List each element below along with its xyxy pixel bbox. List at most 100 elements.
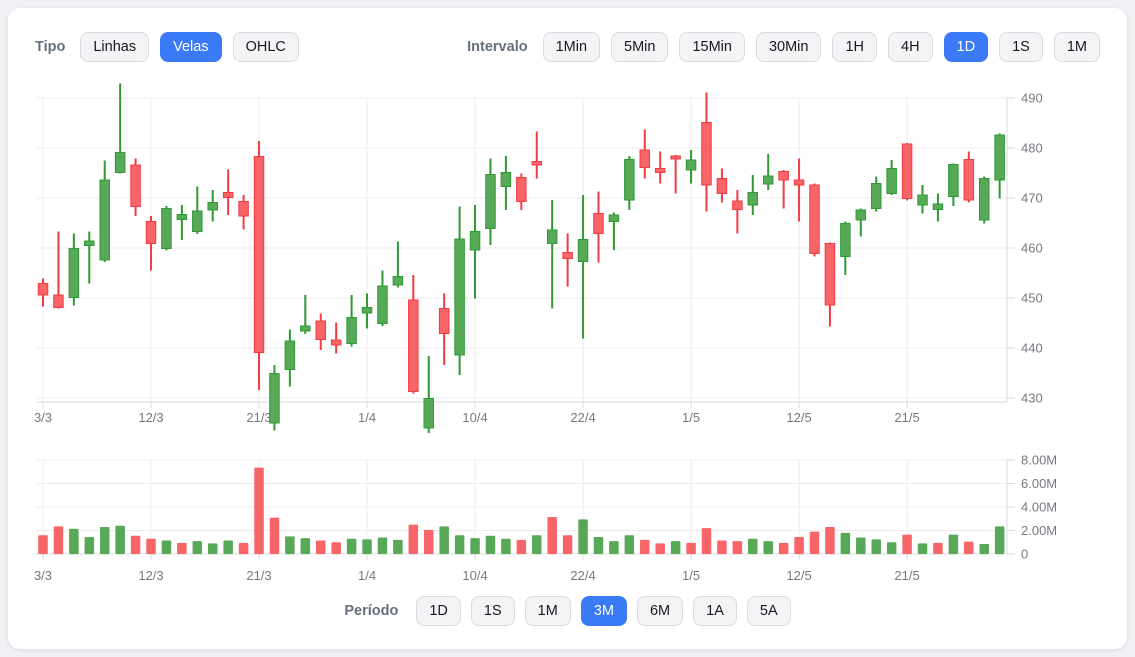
- volume-bar: [701, 528, 712, 554]
- period-button-1s[interactable]: 1S: [470, 596, 515, 626]
- interval-group: Intervalo 1Min 5Min 15Min 30Min 1H 4H 1D 1S 1M: [467, 32, 1100, 62]
- volume-bar: [485, 535, 496, 554]
- volume-bar: [856, 537, 866, 554]
- volume-date-label: 1/4: [358, 568, 376, 583]
- volume-tick-label: 6.00M: [1021, 476, 1057, 491]
- volume-date-label: 1/5: [682, 568, 700, 583]
- candle-body: [99, 179, 110, 261]
- volume-bar: [578, 519, 588, 554]
- candle-body: [670, 155, 681, 160]
- candle-body: [778, 171, 789, 181]
- type-button-ohlc[interactable]: OHLC: [232, 32, 299, 62]
- interval-button-5min[interactable]: 5Min: [611, 32, 669, 62]
- type-button-linhas[interactable]: Linhas: [80, 32, 150, 62]
- candle-body: [315, 320, 326, 340]
- candle-body: [978, 178, 990, 221]
- period-button-1m[interactable]: 1M: [524, 596, 571, 626]
- period-button-3m[interactable]: 3M: [580, 596, 627, 626]
- volume-bar: [223, 540, 233, 554]
- interval-button-1s[interactable]: 1S: [999, 32, 1043, 62]
- candle-body: [253, 156, 265, 353]
- volume-bar: [408, 524, 419, 554]
- candle-body: [963, 159, 975, 201]
- volume-bar: [269, 517, 280, 554]
- volume-bar: [809, 531, 820, 554]
- volume-bar: [130, 535, 141, 554]
- volume-bar: [115, 525, 125, 554]
- volume-bar: [99, 526, 110, 554]
- volume-bar: [377, 537, 388, 554]
- volume-bar: [886, 542, 897, 554]
- volume-bar: [840, 532, 851, 554]
- period-button-1d[interactable]: 1D: [416, 596, 461, 626]
- volume-bar: [161, 540, 172, 554]
- volume-bar: [53, 526, 64, 554]
- volume-tick-label: 8.00M: [1021, 453, 1057, 468]
- volume-bar: [207, 543, 218, 554]
- interval-label: Intervalo: [467, 39, 528, 55]
- volume-bar: [933, 542, 943, 554]
- candle-body: [423, 398, 434, 429]
- volume-bar: [778, 542, 789, 554]
- volume-bar: [439, 526, 449, 554]
- chart-svg[interactable]: 490 480 470 460 450 440 430 8.00M 6.00M 4.00M 2.00…: [8, 70, 1127, 592]
- volume-bar: [748, 538, 758, 554]
- candle-body: [269, 373, 280, 424]
- candle-body: [855, 209, 867, 221]
- period-label: Período: [344, 603, 399, 619]
- volume-bar: [346, 538, 357, 554]
- volume-bar: [454, 535, 465, 554]
- volume-bar: [315, 540, 326, 554]
- candle-body: [577, 239, 589, 262]
- candle-body: [361, 307, 373, 314]
- price-tick-label: 440: [1021, 341, 1043, 356]
- interval-button-1d[interactable]: 1D: [943, 32, 989, 62]
- candle-body: [130, 164, 141, 207]
- candle-body: [732, 200, 743, 210]
- candle-body: [994, 134, 1005, 181]
- type-button-velas[interactable]: Velas: [160, 32, 222, 62]
- candle-body: [716, 178, 728, 194]
- date-label: 22/4: [570, 410, 595, 425]
- date-label: 21/5: [894, 410, 919, 425]
- candle-body: [53, 294, 64, 308]
- volume-date-label: 12/3: [138, 568, 163, 583]
- volume-bar: [516, 539, 527, 554]
- volume-bar: [146, 538, 156, 554]
- volume-bar: [470, 538, 480, 554]
- volume-bar: [794, 536, 804, 554]
- candle-body: [932, 203, 944, 210]
- volume-bar: [300, 538, 311, 554]
- interval-button-4h[interactable]: 4H: [888, 32, 933, 62]
- date-label: 1/5: [682, 410, 700, 425]
- period-row: Período 1D 1S 1M 3M 6M 1A 5A: [8, 596, 1127, 626]
- date-label: 12/5: [786, 410, 811, 425]
- interval-button-1m[interactable]: 1M: [1053, 32, 1100, 62]
- volume-bar: [655, 543, 665, 554]
- candle-body: [639, 149, 651, 168]
- volume-bar: [501, 538, 511, 554]
- volume-bar: [562, 535, 573, 554]
- interval-button-30min[interactable]: 30Min: [755, 32, 822, 62]
- volume-tick-label: 0: [1021, 547, 1028, 562]
- candle-body: [392, 276, 404, 286]
- interval-button-15min[interactable]: 15Min: [679, 32, 745, 62]
- date-label: 21/3: [246, 410, 271, 425]
- interval-button-1min[interactable]: 1Min: [542, 32, 601, 62]
- candle-body: [762, 175, 774, 185]
- candle-body: [593, 213, 604, 234]
- volume-tick-label: 4.00M: [1021, 500, 1057, 515]
- candle-body: [114, 152, 126, 173]
- candle-body: [562, 252, 573, 259]
- volume-tick-label: 2.00M: [1021, 523, 1057, 538]
- price-tick-label: 490: [1021, 91, 1043, 106]
- candle-body: [685, 159, 697, 171]
- interval-button-1h[interactable]: 1H: [832, 32, 877, 62]
- volume-bar: [84, 536, 95, 554]
- period-button-5a[interactable]: 5A: [746, 596, 791, 626]
- candle-body: [222, 192, 234, 198]
- period-button-6m[interactable]: 6M: [636, 596, 684, 626]
- volume-bar: [717, 540, 727, 554]
- date-label: 10/4: [462, 410, 487, 425]
- period-button-1a[interactable]: 1A: [693, 596, 737, 626]
